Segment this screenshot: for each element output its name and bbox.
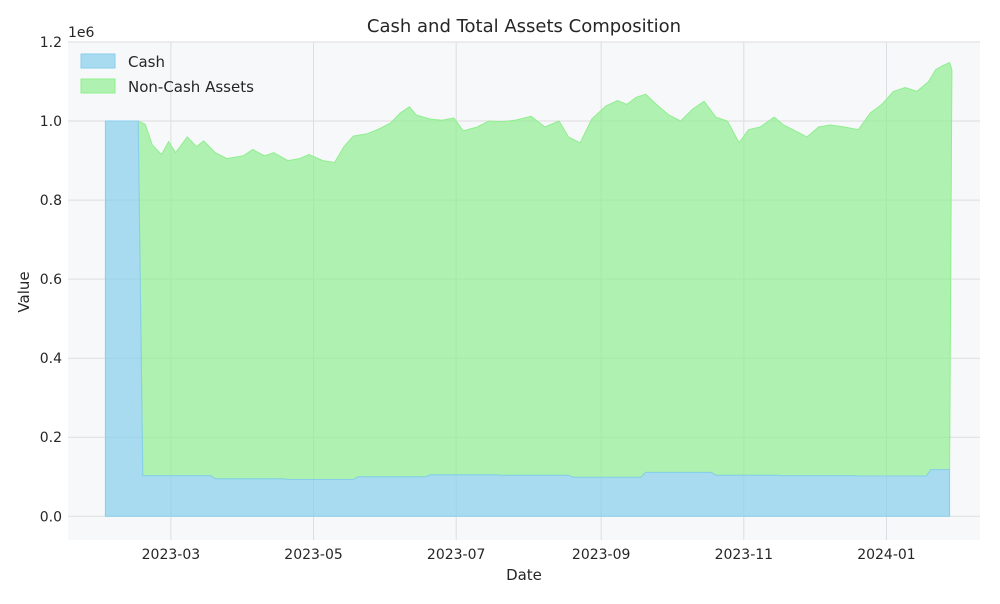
x-tick-label: 2023-11: [715, 547, 774, 563]
y-tick-label: 1.2: [40, 35, 62, 51]
x-tick-label: 2023-07: [427, 547, 486, 563]
legend-label-cash: Cash: [128, 53, 165, 71]
legend-swatch-cash: [80, 53, 116, 69]
x-tick-label: 2023-05: [284, 547, 343, 563]
legend-swatch-non-cash-assets: [80, 78, 116, 94]
chart-title: Cash and Total Assets Composition: [367, 16, 681, 37]
y-tick-label: 0.0: [40, 509, 62, 525]
y-axis-label: Value: [15, 271, 33, 312]
x-tick-label: 2023-09: [572, 547, 631, 563]
y-tick-labels: 0.0 0.2 0.4 0.6 0.8 1.0 1.2: [40, 35, 62, 525]
legend: Cash Non-Cash Assets: [80, 53, 254, 96]
x-axis-label: Date: [506, 566, 542, 584]
y-tick-label: 0.4: [40, 351, 62, 367]
legend-label-non-cash-assets: Non-Cash Assets: [128, 78, 254, 96]
area-cash: [104, 120, 951, 517]
x-tick-label: 2024-01: [857, 547, 916, 563]
y-tick-label: 0.6: [40, 272, 62, 288]
y-tick-label: 0.2: [40, 430, 62, 446]
y-axis-multiplier: 1e6: [68, 25, 95, 41]
y-tick-label: 0.8: [40, 193, 62, 209]
x-tick-label: 2023-03: [142, 547, 201, 563]
y-tick-label: 1.0: [40, 114, 62, 130]
x-tick-labels: 2023-03 2023-05 2023-07 2023-09 2023-11 2024-…: [142, 547, 916, 563]
